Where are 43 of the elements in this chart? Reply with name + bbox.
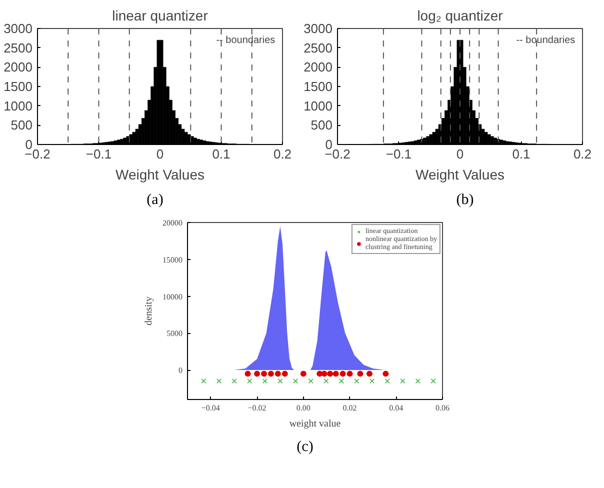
y-tick-label: 500 — [10, 118, 33, 133]
y-tick-label: 0 — [325, 137, 333, 152]
y-tick-label: 2500 — [304, 40, 332, 56]
y-tick-label: 3000 — [304, 21, 332, 36]
x-tick-label: 0.2 — [573, 146, 592, 162]
x-tick-label: 0.2 — [273, 146, 292, 162]
y-tick-label: 2500 — [4, 40, 32, 56]
y-tick-label: 15000 — [162, 255, 182, 264]
text: (a) — [146, 191, 164, 210]
y-tick-label: 1500 — [4, 79, 32, 94]
x-axis-title: Weight Values — [116, 166, 204, 182]
y-tick-label: 3000 — [4, 21, 32, 36]
y-tick-label: 500 — [310, 118, 333, 133]
y-tick-label: 5000 — [166, 329, 182, 338]
x-tick-label: −0.1 — [86, 146, 112, 162]
x-tick-label: 0 — [456, 146, 464, 162]
x-tick-label: 0.00 — [296, 404, 310, 412]
x-tick-label: 0.02 — [342, 404, 357, 412]
x-axis-title: Weight Values — [416, 166, 504, 182]
x-tick-label: −0.02 — [248, 404, 266, 412]
x-tick-label: 0.1 — [212, 146, 230, 162]
y-tick-label: 1000 — [304, 98, 332, 114]
x-tick-label: 0.04 — [389, 404, 404, 412]
annotation: -- boundaries — [216, 34, 276, 46]
x-tick-label: −0.1 — [386, 146, 412, 162]
chart-title: log₂ quantizer — [417, 8, 504, 24]
y-tick-label: 1000 — [4, 98, 32, 114]
x-tick-label: 0.06 — [436, 404, 450, 412]
y-axis-title: density — [144, 296, 154, 326]
y-tick-label: 1500 — [304, 79, 332, 94]
y-tick-label: 20000 — [162, 218, 182, 228]
text: (c) — [296, 438, 314, 457]
y-tick-label: 0 — [178, 366, 182, 375]
y-tick-label: 2000 — [4, 60, 32, 75]
text: (b) — [456, 191, 474, 210]
x-tick-label: −0.04 — [201, 404, 220, 412]
y-tick-label: 0 — [25, 137, 33, 152]
x-tick-label: 0.1 — [512, 146, 530, 162]
annotation: -- boundaries — [516, 34, 576, 46]
x-axis-title: weight value — [289, 418, 342, 430]
y-tick-label: 2000 — [304, 60, 332, 75]
chart-title: linear quantizer — [112, 8, 208, 24]
y-tick-label: 10000 — [162, 292, 182, 302]
